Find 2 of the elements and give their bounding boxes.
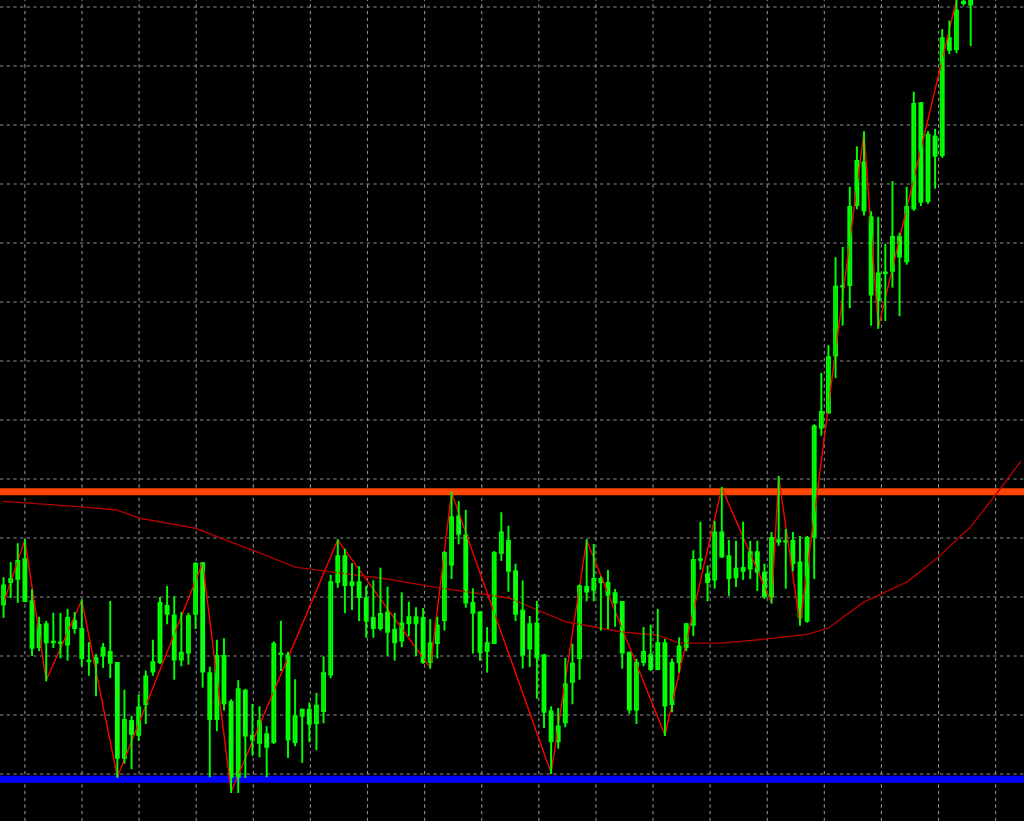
candlestick bbox=[698, 521, 703, 570]
candlestick bbox=[776, 475, 782, 546]
